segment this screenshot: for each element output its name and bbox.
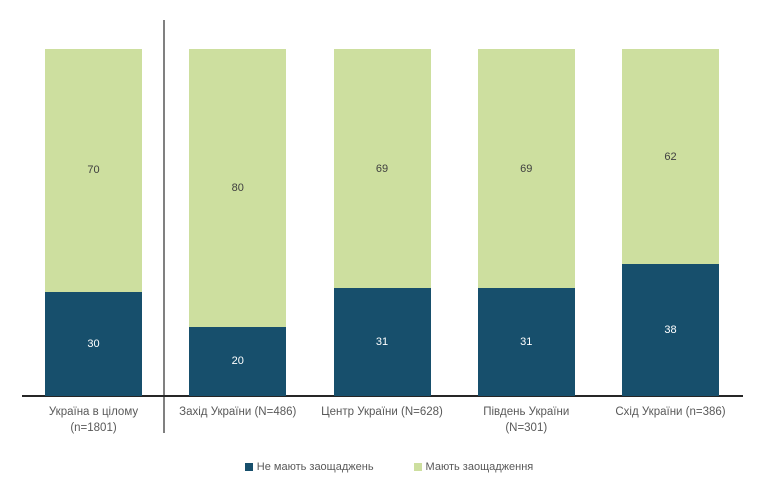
category-label: Схід України (n=386)	[595, 404, 747, 420]
category-label: Південь України (N=301)	[450, 404, 602, 436]
value-label: 70	[87, 164, 100, 177]
bar-segment-no-savings: 20	[189, 326, 287, 396]
stacked-bar: 80 20	[189, 49, 287, 396]
legend: Не мають заощаджень Мають заощадження	[0, 461, 778, 473]
category-label-line: (n=1801)	[70, 422, 117, 434]
category-label-line: Україна в цілому	[48, 406, 139, 418]
value-label: 69	[520, 162, 533, 175]
legend-label: Мають заощадження	[425, 461, 534, 473]
bar-segment-has-savings: 62	[622, 49, 719, 265]
category-label-line: Південь України	[483, 406, 570, 418]
value-label: 31	[520, 336, 533, 349]
legend-item: Не мають заощаджень	[244, 461, 374, 473]
category-label-line: (N=301)	[505, 422, 548, 434]
bar-segment-no-savings: 38	[622, 264, 719, 396]
category-divider	[163, 20, 165, 433]
legend-item: Мають заощадження	[413, 461, 534, 473]
value-label: 69	[375, 162, 389, 175]
bar-segment-has-savings: 69	[477, 49, 575, 289]
value-label: 80	[231, 181, 244, 194]
value-label: 62	[664, 150, 677, 163]
category-label-line: Центр України (N=628)	[321, 406, 443, 418]
legend-label: Не мають заощаджень	[256, 461, 374, 473]
category-label-line: Захід України (N=486)	[179, 406, 297, 418]
category-label: Центр України (N=628)	[306, 404, 458, 420]
legend-swatch-icon	[244, 463, 253, 471]
category-label: Україна в цілому (n=1801)	[18, 404, 170, 436]
stacked-bar: 69 31	[333, 49, 431, 396]
value-label: 31	[375, 336, 389, 349]
legend-swatch-icon	[413, 463, 422, 471]
stacked-bar: 70 30	[45, 49, 142, 396]
bar-segment-no-savings: 30	[45, 291, 142, 396]
category-label-line: Схід України (n=386)	[615, 406, 726, 418]
category-label: Захід України (N=486)	[162, 404, 314, 420]
bar-segment-has-savings: 70	[45, 49, 142, 292]
value-label: 38	[664, 324, 677, 337]
bar-segment-has-savings: 69	[333, 49, 431, 289]
bar-segment-no-savings: 31	[333, 288, 431, 396]
stacked-bar: 69 31	[477, 49, 575, 396]
value-label: 20	[231, 355, 244, 368]
bar-segment-has-savings: 80	[189, 49, 287, 327]
x-axis-line	[22, 395, 743, 397]
bar-segment-no-savings: 31	[477, 288, 575, 396]
value-label: 30	[87, 337, 100, 350]
stacked-bar: 62 38	[622, 49, 719, 396]
